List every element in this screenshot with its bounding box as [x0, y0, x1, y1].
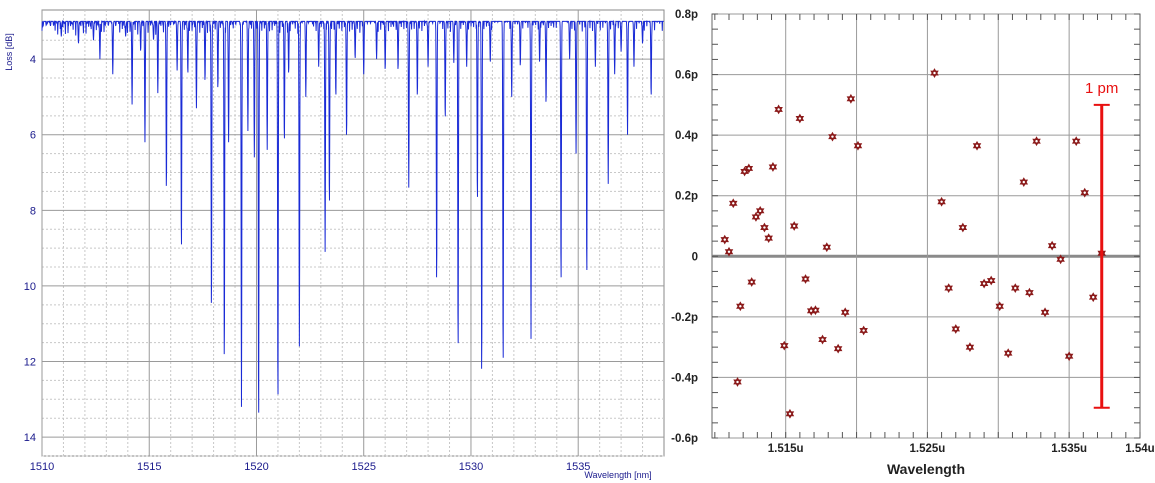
scatter-point: [774, 104, 783, 115]
scatter-point: [1032, 136, 1041, 147]
loss-x-axis-label: Wavelength [nm]: [584, 470, 651, 480]
scatter-point: [944, 283, 953, 293]
scatter-point: [979, 278, 989, 289]
scatter-point: [958, 222, 968, 233]
scatter-point: [1025, 287, 1034, 298]
scatter-point: [1071, 136, 1081, 147]
scatter-y-tick-label: -0.6p: [671, 433, 698, 445]
scatter-x-tick-labels: 1.515u 1.525u 1.535u 1.54u: [768, 443, 1155, 455]
scatter-point: [724, 246, 734, 257]
scatter-point: [811, 305, 820, 316]
scatter-y-tick-label: -0.4p: [671, 372, 698, 384]
loss-y-tick-labels: 4 6 8 10 12 14: [24, 54, 36, 444]
loss-y-axis-label: Loss [dB]: [4, 33, 14, 71]
scatter-y-tick-label: 0.8p: [675, 9, 698, 21]
loss-y-tick-label: 4: [30, 54, 36, 66]
scatter-point: [736, 301, 745, 312]
scatter-point: [1019, 177, 1029, 187]
scatter-point: [801, 274, 810, 284]
scatter-point: [728, 198, 738, 209]
scatter-grid: [712, 13, 1140, 439]
loss-x-tick-label: 1535: [566, 461, 590, 473]
loss-x-tick-label: 1510: [30, 461, 54, 473]
scatter-point: [937, 196, 946, 207]
scatter-point: [747, 277, 756, 287]
loss-y-tick-label: 6: [30, 130, 36, 142]
scatter-x-axis-label: Wavelength: [887, 461, 965, 477]
scatter-point: [1003, 348, 1013, 359]
scatter-point: [764, 233, 773, 244]
loss-y-tick-label: 14: [24, 432, 36, 444]
pm-scale-bar-label: 1 pm: [1085, 80, 1118, 97]
loss-plot-area: [41, 9, 665, 457]
scatter-point: [751, 212, 761, 222]
loss-spectrum-chart: 4 6 8 10 12 14 1510 1515 1520 1525 1530 1535 Loss …: [4, 9, 665, 480]
scatter-x-tick-label: 1.535u: [1051, 443, 1087, 455]
scatter-y-tick-labels: 0.8p 0.6p 0.4p 0.2p 0 -0.2p -0.4p -0.6p: [671, 9, 698, 445]
scatter-point: [840, 307, 850, 318]
scatter-point: [785, 408, 795, 419]
scatter-point: [995, 301, 1004, 312]
scatter-point: [1040, 307, 1050, 318]
scatter-point: [1047, 240, 1057, 251]
scatter-point: [733, 377, 742, 387]
scatter-point: [744, 163, 754, 174]
scatter-point: [846, 93, 856, 104]
loss-y-tick-label: 8: [30, 205, 36, 217]
scatter-y-tick-label: 0: [692, 251, 698, 263]
scatter-point: [930, 68, 939, 78]
scatter-x-tick-label: 1.525u: [910, 443, 946, 455]
scatter-plot-area: [711, 13, 1141, 439]
scatter-point: [755, 205, 765, 216]
scatter-point: [789, 221, 799, 231]
scatter-y-tick-label: -0.2p: [671, 312, 698, 324]
scatter-point: [859, 325, 868, 336]
scatter-x-tick-label: 1.515u: [768, 443, 804, 455]
scatter-point: [818, 334, 827, 345]
scatter-point: [986, 275, 996, 286]
scatter-point: [795, 113, 805, 124]
scatter-point: [1080, 187, 1089, 198]
pm-scale-bar: 1 pm: [1085, 80, 1118, 409]
loss-x-tick-labels: 1510 1515 1520 1525 1530 1535: [30, 461, 591, 473]
scatter-point: [760, 222, 769, 233]
scatter-point: [768, 162, 778, 172]
scatter-point: [965, 342, 975, 353]
scatter-point: [828, 131, 837, 142]
loss-y-tick-label: 10: [24, 281, 36, 293]
loss-x-tick-label: 1515: [137, 461, 161, 473]
loss-x-tick-label: 1520: [244, 461, 268, 473]
scatter-point: [833, 343, 843, 354]
scatter-point: [853, 140, 863, 151]
scatter-point: [822, 242, 832, 253]
scatter-point: [1056, 254, 1065, 265]
scatter-point: [780, 340, 789, 351]
scatter-point: [720, 234, 730, 245]
scatter-y-tick-label: 0.6p: [675, 70, 698, 82]
scatter-minor-ticks: [712, 13, 1141, 439]
scatter-point: [1011, 283, 1020, 293]
scatter-x-tick-label: 1.54u: [1125, 443, 1154, 455]
loss-x-tick-label: 1530: [459, 461, 483, 473]
scatter-y-tick-label: 0.4p: [675, 130, 698, 142]
scatter-point: [1064, 351, 1074, 362]
loss-y-tick-label: 12: [24, 357, 36, 369]
loss-series-line: [41, 19, 664, 413]
scatter-point: [1088, 292, 1098, 303]
scatter-point: [951, 324, 961, 334]
scatter-y-tick-label: 0.2p: [675, 191, 698, 203]
wavelength-scatter-chart: 0.8p0.6p0.4p0.2p0-0.2p-0.4p-0.6p 1.515u 1…: [671, 9, 1155, 477]
loss-x-tick-label: 1525: [351, 461, 375, 473]
scatter-point: [972, 140, 982, 151]
